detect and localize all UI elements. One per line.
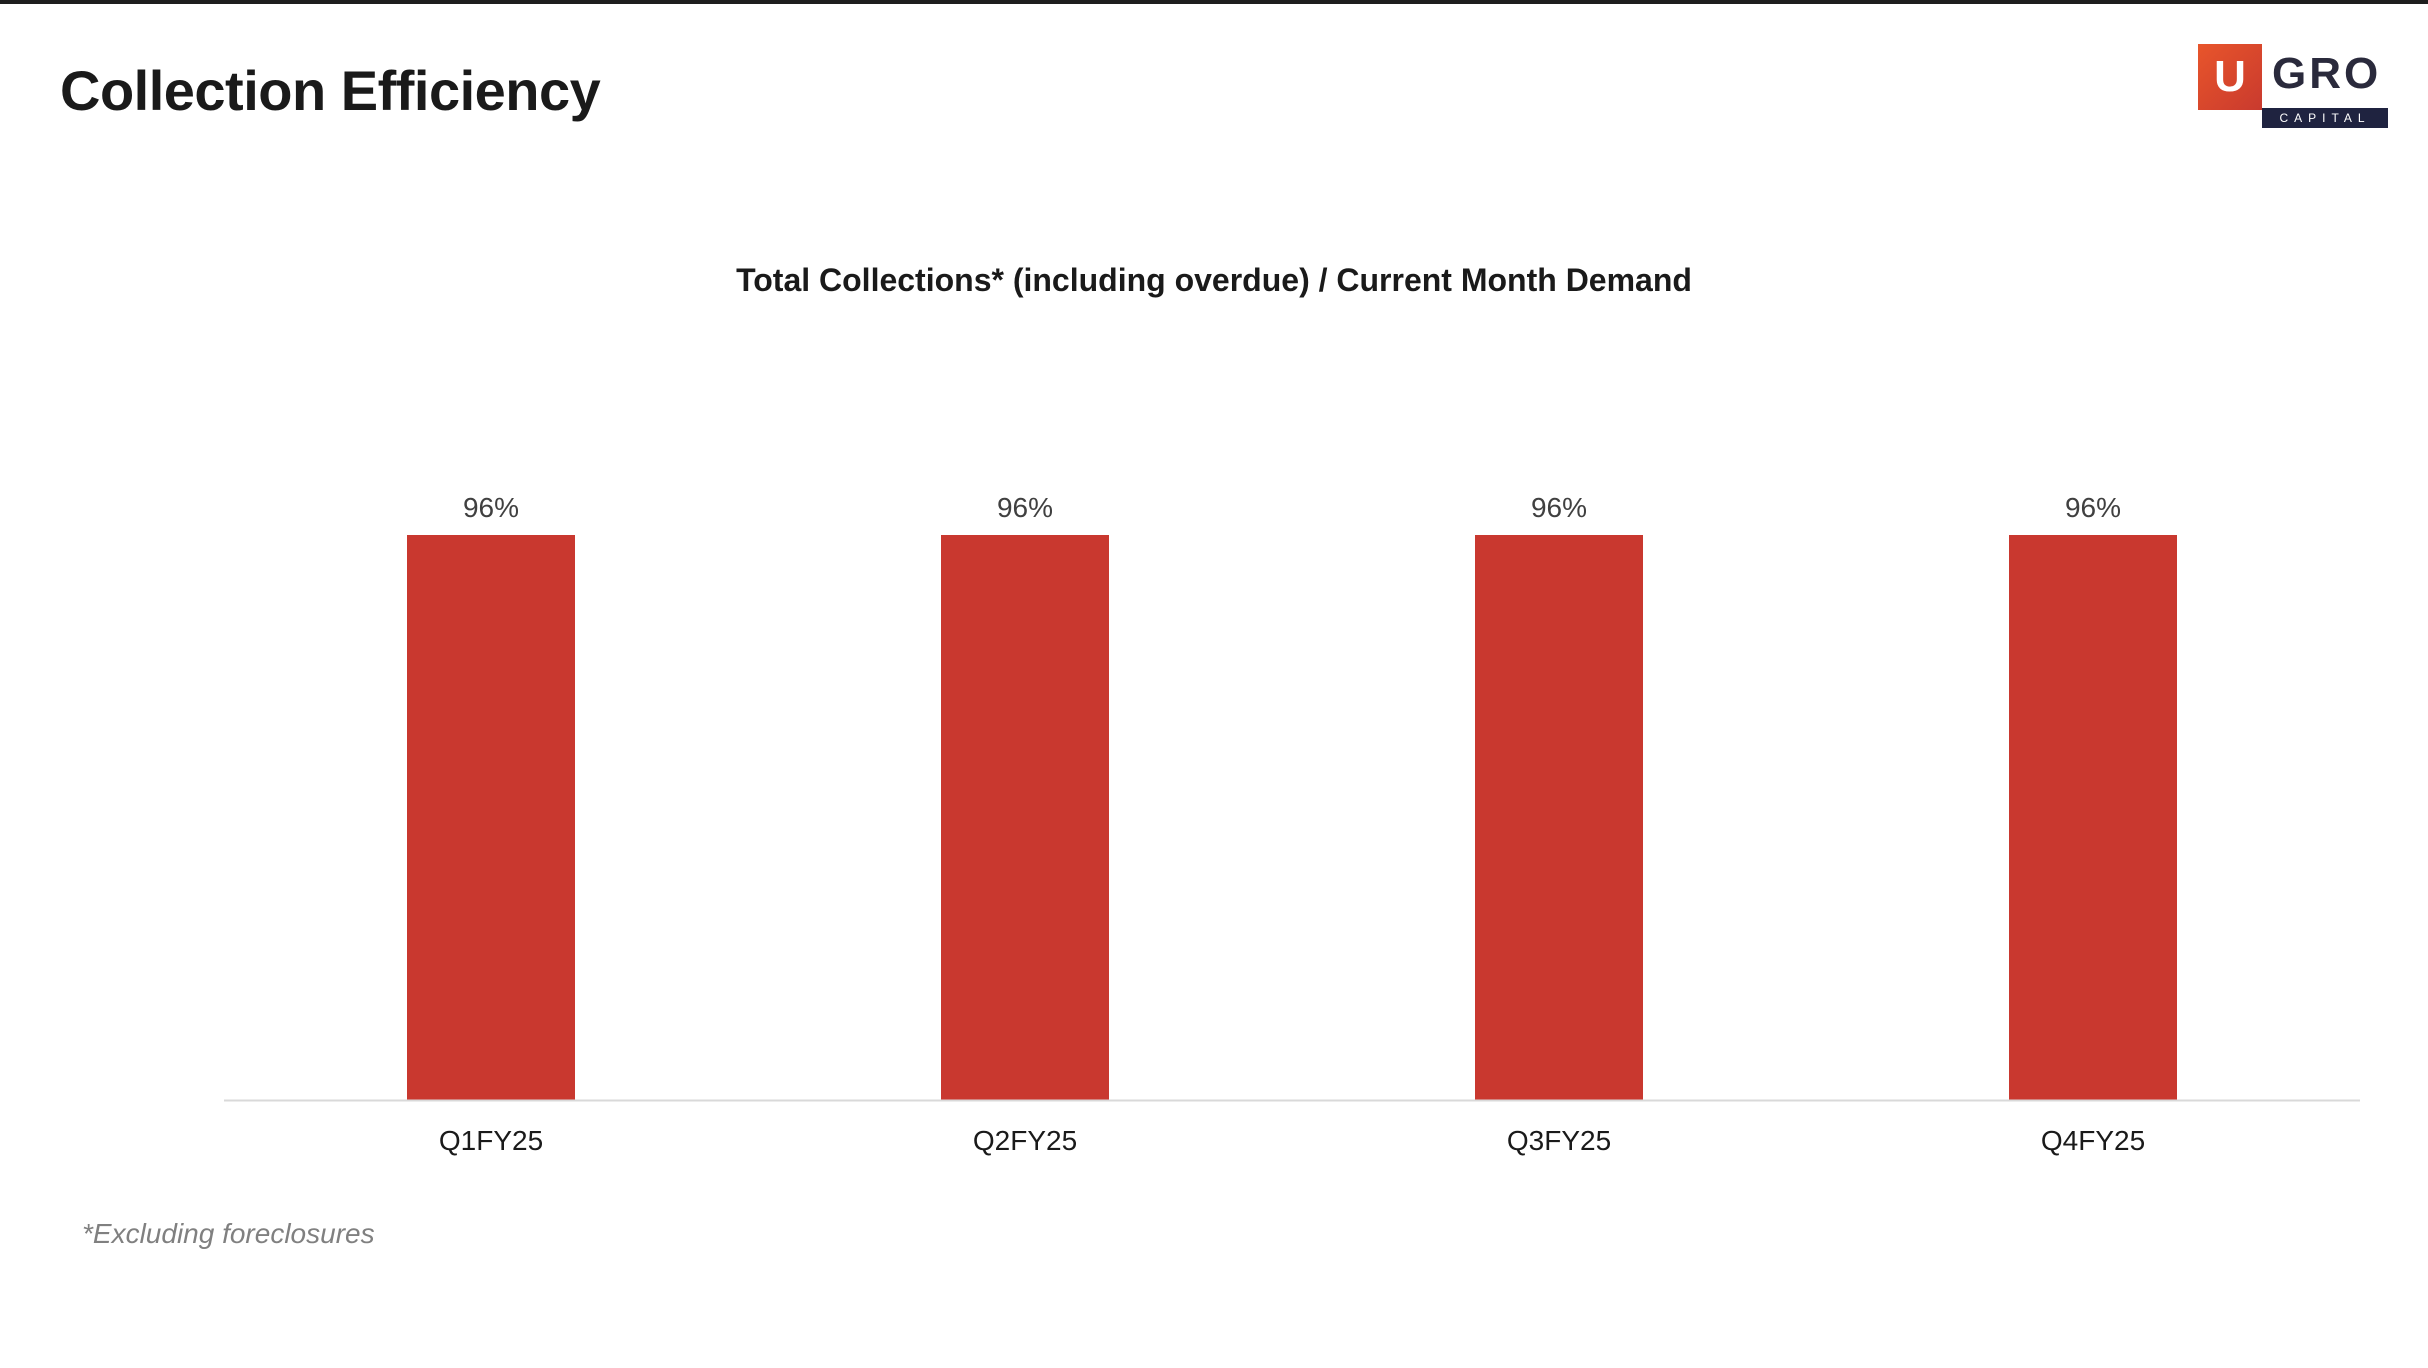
bar-q1fy25 [407,535,575,1100]
x-tick-label-q3fy25: Q3FY25 [1507,1125,1611,1156]
company-logo: U GRO CAPITAL [2198,44,2388,130]
data-label-q3fy25: 96% [1531,492,1587,523]
x-tick-label-q4fy25: Q4FY25 [2041,1125,2145,1156]
logo-letter: U [2214,52,2246,101]
bar-q4fy25 [2009,535,2177,1100]
bar-q2fy25 [941,535,1109,1100]
chart-title: Total Collections* (including overdue) /… [736,262,1692,298]
page-title: Collection Efficiency [60,59,601,122]
logo-sub-bar [2262,108,2388,128]
x-tick-label-q2fy25: Q2FY25 [973,1125,1077,1156]
bar-q3fy25 [1475,535,1643,1100]
logo-mark [2198,44,2262,110]
data-label-q1fy25: 96% [463,492,519,523]
data-label-q4fy25: 96% [2065,492,2121,523]
x-tick-label-q1fy25: Q1FY25 [439,1125,543,1156]
labels-layer: 96% Q1FY25 96% Q2FY25 96% Q3FY25 96% Q4FY25 [439,492,2145,1156]
bars-layer [407,535,2177,1100]
top-rule [0,0,2428,4]
logo-sub: CAPITAL [2279,111,2371,125]
footnote: *Excluding foreclosures [82,1218,375,1249]
logo-name: GRO [2272,49,2382,98]
data-label-q2fy25: 96% [997,492,1053,523]
